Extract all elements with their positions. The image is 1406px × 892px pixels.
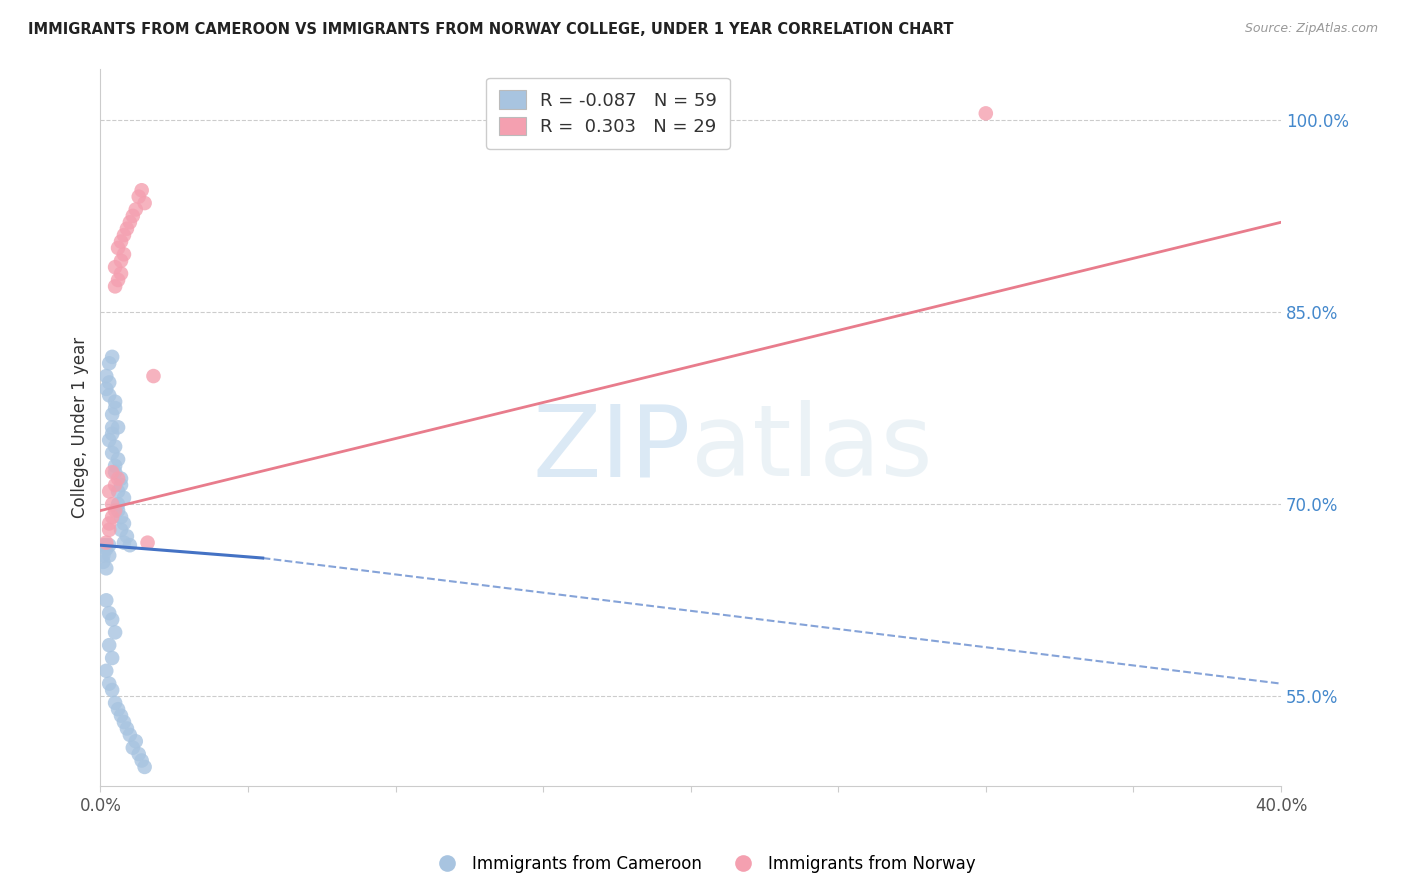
Point [101, 446, 124, 460]
Text: ZIP: ZIP [533, 401, 690, 498]
Point [98, 676, 121, 690]
Point [110, 478, 132, 492]
Point [107, 420, 129, 434]
Point [110, 267, 132, 281]
Text: atlas: atlas [690, 401, 932, 498]
Point [107, 273, 129, 287]
Point [110, 472, 132, 486]
Point [101, 465, 124, 479]
Point [110, 523, 132, 537]
Point [104, 458, 127, 473]
Point [104, 279, 127, 293]
Point [115, 529, 138, 543]
Point [96, 538, 118, 552]
Text: IMMIGRANTS FROM CAMEROON VS IMMIGRANTS FROM NORWAY COLLEGE, UNDER 1 YEAR CORRELA: IMMIGRANTS FROM CAMEROON VS IMMIGRANTS F… [28, 22, 953, 37]
Point [104, 478, 127, 492]
Point [531, 843, 554, 857]
Point [118, 538, 141, 552]
Y-axis label: College, Under 1 year: College, Under 1 year [72, 337, 89, 518]
Point [96, 664, 118, 678]
Point [98, 484, 121, 499]
Point [112, 535, 135, 549]
Point [107, 702, 129, 716]
Point [101, 497, 124, 511]
Point [98, 538, 121, 552]
Point [112, 491, 135, 505]
Point [107, 472, 129, 486]
Point [101, 651, 124, 665]
Point [118, 728, 141, 742]
Point [101, 350, 124, 364]
Point [98, 433, 121, 447]
Point [96, 542, 118, 557]
Point [96, 561, 118, 575]
Point [91, 555, 114, 569]
Point [134, 760, 156, 774]
Point [101, 408, 124, 422]
Point [131, 754, 153, 768]
Point [128, 189, 150, 203]
Point [107, 241, 129, 255]
Point [107, 484, 129, 499]
Point [115, 722, 138, 736]
Point [96, 593, 118, 607]
Point [125, 734, 148, 748]
Point [98, 549, 121, 563]
Point [112, 516, 135, 531]
Point [115, 221, 138, 235]
Point [101, 683, 124, 698]
Point [110, 708, 132, 723]
Point [101, 510, 124, 524]
Point [118, 215, 141, 229]
Point [104, 696, 127, 710]
Point [101, 613, 124, 627]
Point [112, 228, 135, 243]
Point [96, 535, 118, 549]
Point [98, 523, 121, 537]
Point [134, 196, 156, 211]
Point [104, 625, 127, 640]
Point [112, 247, 135, 261]
Point [112, 714, 135, 729]
Point [104, 503, 127, 517]
Point [101, 426, 124, 441]
Point [104, 394, 127, 409]
Point [96, 382, 118, 396]
Point [98, 376, 121, 390]
Point [91, 549, 114, 563]
Point [98, 606, 121, 620]
Point [142, 369, 165, 384]
Point [974, 106, 997, 120]
Point [104, 440, 127, 454]
Point [104, 465, 127, 479]
Point [110, 253, 132, 268]
Point [96, 369, 118, 384]
Point [98, 356, 121, 370]
Point [110, 510, 132, 524]
Point [104, 401, 127, 416]
Point [131, 183, 153, 197]
Point [98, 516, 121, 531]
Legend: R = -0.087   N = 59, R =  0.303   N = 29: R = -0.087 N = 59, R = 0.303 N = 29 [486, 78, 730, 149]
Point [121, 209, 143, 223]
Point [125, 202, 148, 217]
Point [136, 535, 159, 549]
Point [121, 740, 143, 755]
Point [107, 452, 129, 467]
Point [110, 235, 132, 249]
Legend: Immigrants from Cameroon, Immigrants from Norway: Immigrants from Cameroon, Immigrants fro… [423, 848, 983, 880]
Point [104, 260, 127, 274]
Point [107, 497, 129, 511]
Point [107, 503, 129, 517]
Point [101, 420, 124, 434]
Point [98, 388, 121, 402]
Point [98, 638, 121, 652]
Point [128, 747, 150, 761]
Text: Source: ZipAtlas.com: Source: ZipAtlas.com [1244, 22, 1378, 36]
Point [91, 538, 114, 552]
